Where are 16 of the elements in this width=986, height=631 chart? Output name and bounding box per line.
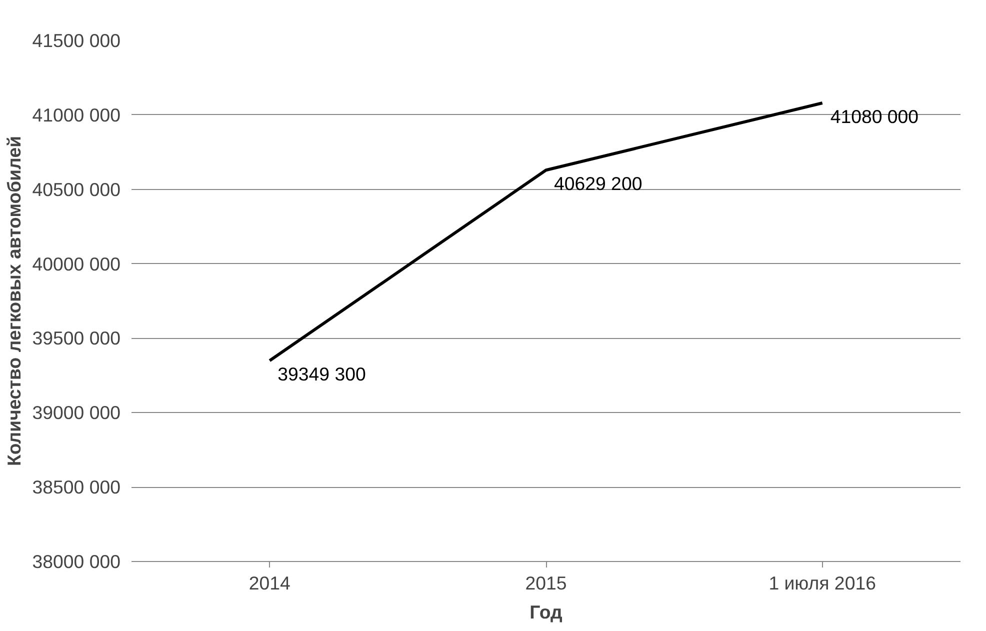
y-tick-label: 38000 000 — [32, 551, 121, 572]
y-tick-label: 40500 000 — [32, 178, 121, 200]
y-tick-label: 39500 000 — [32, 328, 121, 349]
x-axis-title: Год — [530, 602, 562, 622]
x-tick-label: 2015 — [525, 572, 567, 594]
y-tick-label: 41500 000 — [32, 30, 121, 51]
data-label: 41080 000 — [830, 106, 919, 128]
y-tick-label: 39000 000 — [32, 402, 121, 424]
data-label: 40629 200 — [554, 173, 642, 194]
y-axis-title: Количество легковых автомобилей — [3, 136, 24, 466]
y-tick-label: 40000 000 — [32, 253, 121, 274]
x-tick-label: 1 июля 2016 — [768, 572, 876, 594]
x-tick-label: 2014 — [248, 572, 290, 594]
y-tick-label: 38500 000 — [32, 476, 121, 498]
y-tick-label: 41000 000 — [32, 104, 121, 126]
data-label: 39349 300 — [278, 364, 366, 385]
